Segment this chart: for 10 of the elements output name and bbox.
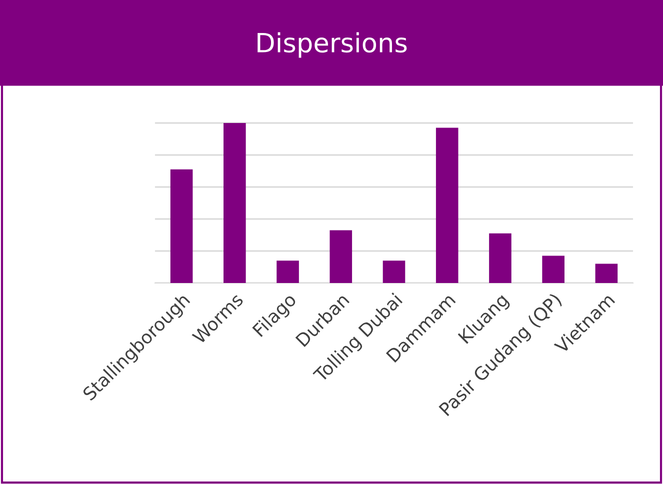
chart-title: Dispersions <box>258 32 407 58</box>
bar <box>382 260 406 283</box>
bar <box>330 230 352 283</box>
bar <box>595 264 618 283</box>
bar <box>489 233 512 283</box>
bar <box>224 123 246 283</box>
bar <box>436 128 458 283</box>
bar <box>276 260 299 283</box>
bar <box>170 169 193 283</box>
bar <box>542 256 564 283</box>
